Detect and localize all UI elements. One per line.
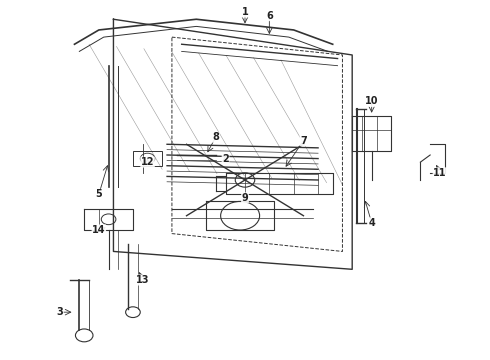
Text: 4: 4 (368, 218, 375, 228)
Text: 3: 3 (56, 307, 63, 317)
Text: 6: 6 (266, 11, 273, 21)
Text: 13: 13 (136, 275, 149, 285)
Text: 1: 1 (242, 7, 248, 17)
Text: 7: 7 (300, 136, 307, 146)
Text: 2: 2 (222, 154, 229, 163)
Text: 12: 12 (141, 157, 154, 167)
Text: 9: 9 (242, 193, 248, 203)
Text: 11: 11 (433, 168, 447, 178)
Text: 8: 8 (212, 132, 219, 142)
Text: 5: 5 (96, 189, 102, 199)
Text: 10: 10 (365, 96, 378, 107)
Text: 14: 14 (92, 225, 105, 235)
